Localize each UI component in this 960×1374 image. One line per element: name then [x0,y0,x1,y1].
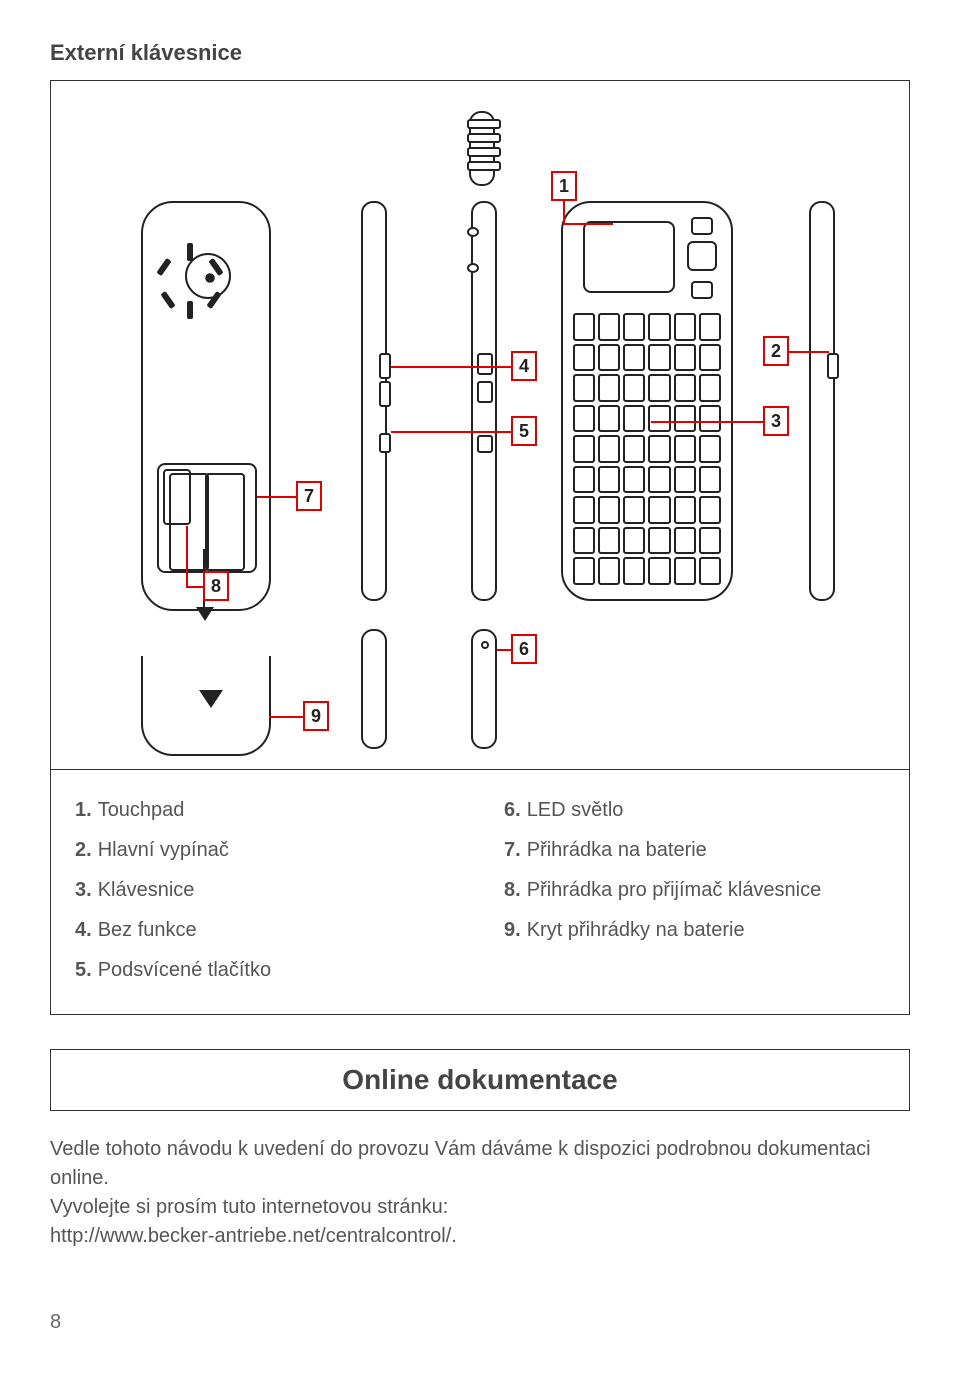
side-control [477,435,493,453]
legend-num: 5. [75,950,92,990]
dot-icon [481,641,489,649]
callout-5: 5 [511,416,537,446]
legend-text: Přihrádka na baterie [527,830,707,870]
section-heading: Online dokumentace [51,1064,909,1096]
device-side-right [809,201,835,601]
legend-num: 7. [504,830,521,870]
body-paragraph: Vedle tohoto návodu k uvedení do provozu… [50,1135,910,1251]
callout-2: 2 [763,336,789,366]
arrow-down-icon [196,607,214,621]
device-front-view [561,201,733,601]
device-side-left-upper [361,201,387,601]
led-icon [467,227,479,237]
receiver-slot [163,469,191,525]
device-side-mid-lower [471,629,497,749]
callout-1: 1 [551,171,577,201]
legend-num: 3. [75,870,92,910]
arrow-down-icon [199,690,223,708]
legend-num: 2. [75,830,92,870]
side-control [477,381,493,403]
callout-7: 7 [296,481,322,511]
led-icon [467,263,479,273]
device-back-view [141,201,271,611]
dpad-icon [687,241,717,271]
callout-4: 4 [511,351,537,381]
callout-6: 6 [511,634,537,664]
legend-left-column: 1.Touchpad 2.Hlavní vypínač 3.Klávesnice… [51,770,480,1014]
paragraph-2: Vyvolejte si prosím tuto internetovou st… [50,1196,448,1218]
page-number: 8 [50,1311,910,1334]
power-switch [827,353,839,379]
callout-8: 8 [203,571,229,601]
legend-text: Přihrádka pro přijímač klávesnice [527,870,822,910]
small-button [691,281,713,299]
device-top-edge [469,111,495,186]
legend-text: LED světlo [527,790,624,830]
device-side-left-lower [361,629,387,749]
legend-num: 1. [75,790,92,830]
diagram-container: 1 2 3 4 5 6 7 8 9 [50,80,910,770]
callout-3: 3 [763,406,789,436]
side-button [379,433,391,453]
legend-table: 1.Touchpad 2.Hlavní vypínač 3.Klávesnice… [50,770,910,1015]
side-control [477,353,493,375]
legend-text: Touchpad [98,790,185,830]
legend-num: 4. [75,910,92,950]
keyboard-keys [573,313,721,585]
legend-text: Klávesnice [98,870,195,910]
side-button [379,353,391,379]
legend-text: Kryt přihrádky na baterie [527,910,745,950]
legend-text: Podsvícené tlačítko [98,950,271,990]
battery-cover [141,656,271,756]
callout-9: 9 [303,701,329,731]
device-side-mid-upper [471,201,497,601]
section-heading-box: Online dokumentace [50,1049,910,1111]
legend-right-column: 6.LED světlo 7.Přihrádka na baterie 8.Př… [480,770,909,1014]
side-button [379,381,391,407]
legend-text: Bez funkce [98,910,197,950]
small-button [691,217,713,235]
touchpad [583,221,675,293]
legend-num: 8. [504,870,521,910]
legend-num: 6. [504,790,521,830]
url-text: http://www.becker-antriebe.net/centralco… [50,1225,457,1247]
paragraph-1: Vedle tohoto návodu k uvedení do provozu… [50,1138,871,1189]
legend-text: Hlavní vypínač [98,830,229,870]
legend-num: 9. [504,910,521,950]
page-title: Externí klávesnice [50,40,910,66]
